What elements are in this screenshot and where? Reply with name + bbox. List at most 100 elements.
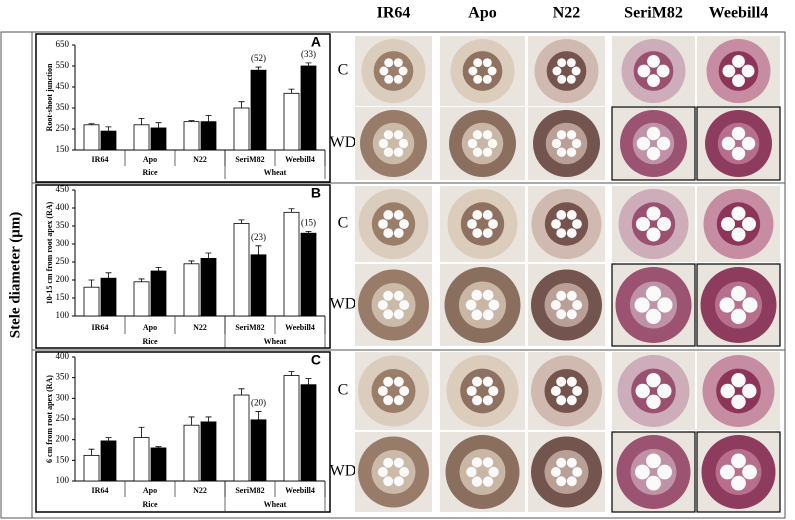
xylem-vessel	[383, 395, 394, 406]
xylem-vessel	[383, 476, 394, 487]
group-label: Rice	[142, 500, 158, 509]
micrograph	[697, 36, 780, 106]
stele	[371, 449, 416, 495]
micrograph	[612, 36, 695, 106]
stele	[373, 51, 414, 91]
xylem-vessel	[482, 309, 494, 321]
bar	[250, 69, 267, 151]
x-tick-label: N22	[193, 155, 207, 164]
xylem-vessel	[465, 299, 477, 311]
x-tick-label: N22	[193, 486, 207, 495]
xylem-vessel	[556, 395, 567, 406]
image-frame	[696, 431, 781, 513]
xylem-vessel	[741, 136, 756, 151]
xylem-vessel	[637, 64, 651, 78]
y-tick-label: 150	[56, 292, 70, 302]
xylem-vessel	[731, 146, 746, 161]
xylem-vessel	[566, 476, 577, 487]
xylem-vessel	[393, 228, 404, 238]
bar	[83, 454, 100, 482]
error-bar	[188, 120, 195, 122]
bar	[300, 232, 317, 317]
xylem-vessel	[487, 138, 498, 149]
error-bar	[305, 378, 312, 385]
xylem-vessel	[556, 290, 567, 301]
bar	[83, 124, 100, 151]
x-tick-label: Apo	[143, 323, 157, 332]
xylem-vessel	[472, 395, 483, 406]
micrograph	[528, 36, 605, 106]
micrograph	[612, 352, 695, 430]
y-tick-label: 400	[56, 351, 70, 361]
bar	[183, 424, 200, 482]
y-tick-label: 300	[56, 238, 70, 248]
stele	[631, 368, 676, 414]
image-frame	[696, 106, 781, 181]
column-header: Weebill4	[709, 5, 769, 22]
xylem-vessel	[571, 138, 582, 149]
xylem-vessel	[482, 147, 493, 157]
xylem-vessel	[741, 64, 755, 78]
x-tick-label: SeriM82	[235, 486, 264, 495]
xylem-vessel	[656, 136, 671, 151]
xylem-vessel	[742, 383, 757, 399]
xylem-vessel	[657, 383, 672, 399]
stele	[716, 202, 761, 246]
xylem-vessel	[557, 58, 567, 68]
group-label: Wheat	[264, 337, 287, 346]
error-bar	[105, 272, 112, 279]
xylem-vessel	[393, 457, 404, 468]
micrograph	[528, 352, 605, 430]
xylem-vessel	[566, 130, 577, 140]
error-bar	[138, 278, 145, 282]
stele	[544, 202, 589, 246]
xylem-vessel	[721, 217, 735, 231]
chart-frame	[35, 184, 331, 349]
annotation: (52)	[251, 53, 266, 63]
xylem-vessel	[645, 308, 662, 324]
xylem-vessel	[635, 383, 650, 399]
stele	[461, 122, 504, 165]
error-bar	[138, 426, 145, 438]
xylem-vessel	[742, 217, 756, 231]
xylem-vessel	[566, 210, 577, 220]
bar	[250, 254, 267, 317]
xylem-vessel	[566, 457, 577, 468]
x-tick-label: IR64	[92, 486, 109, 495]
micrograph	[440, 432, 525, 512]
column-header: N22	[553, 5, 581, 22]
micrograph	[528, 107, 605, 180]
xylem-vessel	[646, 126, 661, 141]
xylem-vessel	[471, 457, 483, 468]
stele	[371, 368, 416, 414]
xylem-vessel	[383, 228, 394, 238]
micrograph	[355, 186, 432, 262]
column-header: IR64	[377, 5, 411, 22]
bar	[200, 421, 217, 482]
bar	[300, 65, 317, 151]
xylem-vessel	[731, 394, 746, 409]
xylem-vessel	[566, 290, 577, 301]
xylem-vessel	[556, 376, 567, 387]
xylem-vessel	[482, 395, 493, 406]
bar	[300, 384, 317, 482]
bar	[150, 127, 167, 151]
xylem-vessel	[657, 297, 673, 313]
chart-frame	[35, 33, 331, 183]
y-tick-label: 400	[56, 202, 70, 212]
annotation: (20)	[251, 398, 266, 408]
xylem-vessel	[634, 297, 650, 313]
y-axis-label: 10-15 cm from root apex (RA)	[45, 201, 54, 304]
y-axis-label: Root-shoot junction	[45, 63, 54, 131]
group-label: Rice	[142, 337, 158, 346]
xylem-vessel	[378, 138, 389, 149]
stele	[371, 202, 416, 246]
error-bar	[288, 371, 295, 376]
xylem-vessel	[556, 228, 567, 238]
xylem-vessel	[566, 74, 576, 84]
micrograph	[355, 36, 432, 106]
xylem-vessel	[393, 147, 404, 157]
stele	[545, 122, 588, 165]
group-label: Wheat	[264, 500, 287, 509]
stele	[630, 449, 677, 495]
